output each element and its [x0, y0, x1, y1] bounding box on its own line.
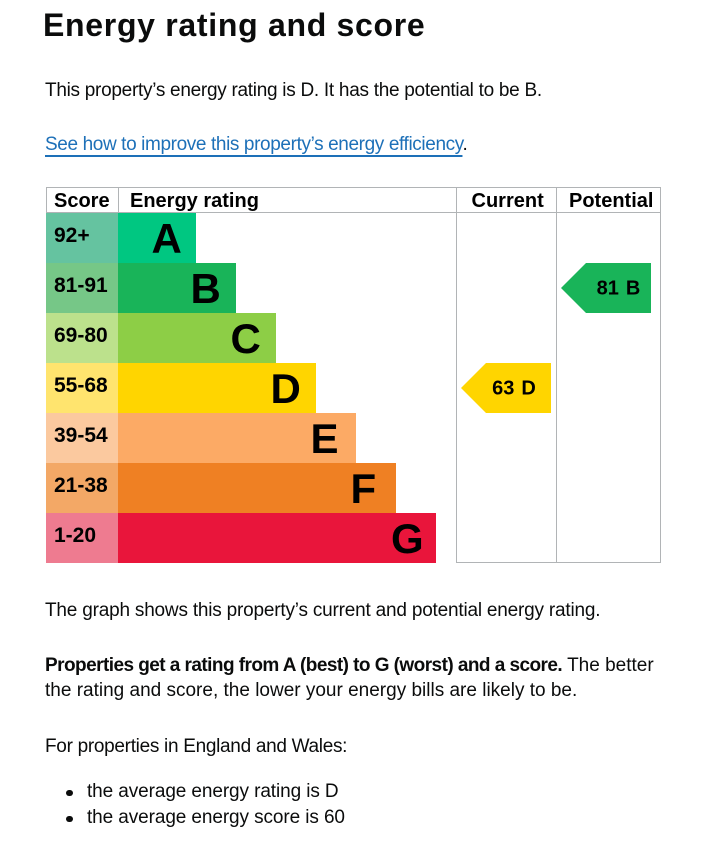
svg-text:E: E [311, 415, 339, 462]
svg-text:39-54: 39-54 [54, 424, 108, 447]
svg-text:C: C [231, 315, 261, 362]
svg-text:D: D [271, 365, 301, 412]
svg-text:Potential: Potential [569, 190, 653, 212]
svg-text:81B: 81 B [597, 278, 641, 300]
svg-text:Score: Score [54, 190, 110, 212]
svg-text:B: B [191, 265, 221, 312]
svg-text:Current: Current [472, 190, 545, 212]
svg-text:21-38: 21-38 [54, 474, 108, 497]
svg-text:F: F [351, 465, 377, 512]
svg-text:63D: 63 D [492, 378, 536, 400]
svg-text:1-20: 1-20 [54, 524, 96, 547]
svg-text:92+: 92+ [54, 224, 90, 247]
svg-text:55-68: 55-68 [54, 374, 108, 397]
svg-text:G: G [391, 515, 424, 562]
svg-text:69-80: 69-80 [54, 324, 108, 347]
svg-text:A: A [152, 215, 182, 262]
svg-text:Energy rating: Energy rating [130, 190, 259, 212]
svg-text:81-91: 81-91 [54, 274, 108, 297]
